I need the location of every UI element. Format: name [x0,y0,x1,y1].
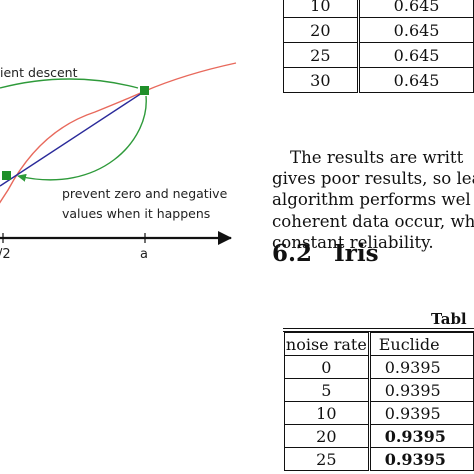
table-row: 5 0.9395 [284,378,474,402]
metric-value-cell: 0.645 [357,67,474,93]
metric-value-cell: 0.9395 [368,378,474,402]
method-illustration-figure: ient descent prevent zero and negative v… [0,62,237,262]
lower-point-marker [2,171,11,180]
noise-rate-cell: 10 [283,0,360,18]
table-row: 20 0.645 [283,17,474,43]
table-row: 10 0.645 [283,0,474,18]
noise-rate-cell: 5 [284,378,371,402]
metric-value-cell: 0.645 [357,0,474,18]
header-noise-rate: noise rate [284,332,371,356]
reliability-curve [0,62,237,204]
results-table-top: 10 0.645 20 0.645 25 0.645 30 0.645 [283,0,474,93]
noise-rate-cell: 25 [283,42,360,68]
paragraph-line: coherent data occur, wh [272,211,474,231]
paragraph-line: The results are writt [290,148,464,167]
table-row: 0 0.9395 [284,355,474,379]
table-row: 25 0.645 [283,42,474,68]
noise-rate-cell: 20 [284,424,371,448]
gradient-descent-annotation: ient descent [0,65,78,80]
table-header-row: noise rate Euclide [284,332,474,356]
noise-rate-cell: 25 [284,447,371,471]
table-row: 10 0.9395 [284,401,474,425]
prevent-zero-arrow [17,95,147,182]
iris-results-table: noise rate Euclide 0 0.9395 5 0.9395 10 0.939… [284,332,474,471]
metric-value-cell: 0.9395 [368,424,474,448]
metric-value-cell: 0.9395 [368,355,474,379]
noise-rate-cell: 20 [283,17,360,43]
tick-half-label: a/2 [0,247,11,262]
metric-value-cell: 0.9395 [368,401,474,425]
section-heading: 6.2 Iris [272,240,379,267]
noise-rate-cell: 30 [283,67,360,93]
paragraph-line: gives poor results, so lea [272,169,474,189]
linear-approximation-line [0,90,146,187]
tick-a-label: a [140,247,148,262]
paragraph-line: algorithm performs wel [272,190,471,210]
section-title: Iris [334,240,379,267]
metric-value-cell: 0.9395 [368,447,474,471]
metric-value-cell: 0.645 [357,17,474,43]
table-row: 25 0.9395 [284,447,474,471]
prevent-zero-annotation-line1: prevent zero and negative [62,186,228,201]
header-euclidean: Euclide [368,332,474,356]
gradient-descent-arrow [0,78,139,89]
table-caption: Tabl [431,310,467,328]
upper-point-marker [140,86,149,95]
paragraph-line: constant reliability. [272,232,434,252]
table-row: 30 0.645 [283,67,474,93]
metric-value-cell: 0.645 [357,42,474,68]
noise-rate-cell: 10 [284,401,371,425]
table-row: 20 0.9395 [284,424,474,448]
section-number: 6.2 [272,240,313,267]
noise-rate-cell: 0 [284,355,371,379]
results-paragraph: The results are writt gives poor results… [272,147,474,253]
prevent-zero-annotation-line2: values when it happens [62,206,210,221]
table-top-rule [283,328,474,332]
